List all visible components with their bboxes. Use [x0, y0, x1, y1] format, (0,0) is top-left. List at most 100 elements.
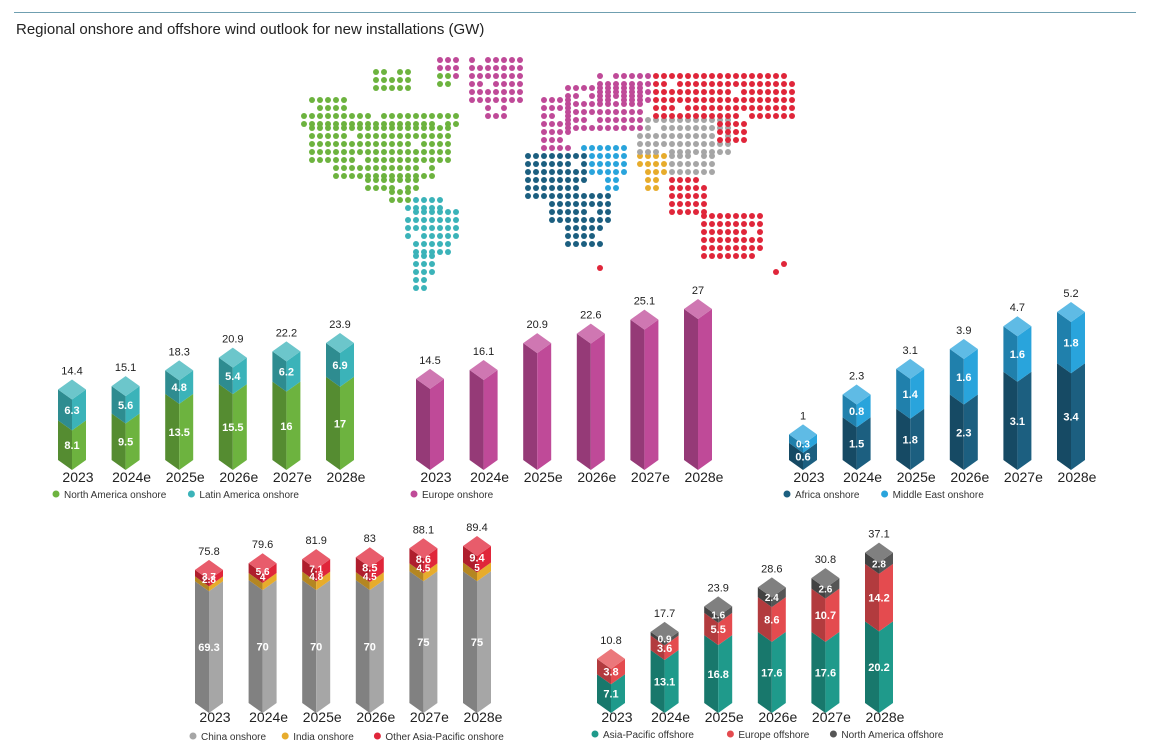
map-dot	[373, 69, 379, 75]
map-dot	[381, 113, 387, 119]
bar-top-face	[811, 568, 840, 589]
bar-right-face	[803, 442, 817, 470]
map-dot	[421, 209, 427, 215]
bar-right-face	[179, 393, 194, 470]
bar-segment	[1003, 371, 1032, 470]
bar-top-face	[111, 376, 140, 397]
map-dot	[397, 197, 403, 203]
bar-right-face	[286, 351, 301, 392]
map-dot	[709, 141, 715, 147]
segment-value-label: 8.1	[64, 440, 79, 452]
bar-left-face	[576, 333, 591, 470]
map-dot	[373, 149, 379, 155]
map-dot	[429, 261, 435, 267]
map-dot	[429, 149, 435, 155]
total-value-label: 79.6	[252, 539, 273, 551]
map-dot	[429, 241, 435, 247]
segment-value-label: 0.8	[849, 406, 864, 418]
bar-top-face	[463, 536, 491, 556]
bar-top-face	[597, 648, 625, 669]
legend-swatch	[881, 490, 889, 498]
bar-segment	[523, 343, 552, 470]
map-dot	[757, 81, 763, 87]
bar-top-face	[650, 621, 679, 642]
bar-segment	[1003, 326, 1032, 382]
map-dot	[573, 185, 579, 191]
map-dot	[685, 201, 691, 207]
stacked-bar: 70 4.87.1 81.9	[302, 535, 331, 713]
category-label: 2025e	[303, 709, 342, 725]
category-label: 2027e	[1004, 469, 1043, 485]
legend-label: China onshore	[201, 732, 266, 743]
map-dot	[501, 65, 507, 71]
legend-swatch	[187, 490, 195, 498]
bar-right-face	[698, 309, 712, 470]
bar-left-face	[58, 420, 72, 470]
map-dot	[557, 185, 563, 191]
map-dot	[741, 129, 747, 135]
bar-right-face	[483, 369, 498, 470]
map-dot	[525, 169, 531, 175]
map-dot	[357, 113, 363, 119]
map-dot	[349, 125, 355, 131]
map-dot	[581, 209, 587, 215]
category-label: 2025e	[705, 709, 744, 725]
map-dot	[557, 121, 563, 127]
segment-value-label: 8.5	[362, 563, 377, 575]
map-dot	[333, 165, 339, 171]
map-dot	[629, 89, 635, 95]
total-value-label: 20.9	[526, 319, 547, 331]
bar-left-face	[416, 378, 430, 470]
stacked-bar: 17.6 8.6 2.4 28.6	[757, 563, 786, 713]
map-dot	[677, 141, 683, 147]
map-dot	[581, 101, 587, 107]
bar-segment	[597, 658, 625, 685]
bar-segment	[949, 349, 978, 405]
bar-right-face	[611, 674, 625, 713]
map-dot	[429, 209, 435, 215]
segment-value-label: 3.7	[202, 572, 216, 583]
stacked-bar: 8.1 6.3 14.4	[58, 366, 86, 470]
map-dot	[421, 269, 427, 275]
map-dot	[629, 109, 635, 115]
bar-top-face	[165, 360, 194, 381]
map-dot	[765, 73, 771, 79]
map-dot	[789, 105, 795, 111]
stacked-bar: 75 59.4 89.4	[463, 522, 491, 713]
panel-europe-onshore: 14.5 2023 16.1 2024e 20.9 2025e 22.6 2026e 25.1 2…	[410, 285, 724, 501]
map-dot	[597, 73, 603, 79]
bar-left-face	[463, 546, 477, 573]
bar-right-face	[232, 384, 247, 470]
bar-left-face	[684, 309, 698, 470]
total-value-label: 23.9	[329, 319, 350, 331]
bar-right-face	[879, 621, 893, 713]
map-dot	[493, 89, 499, 95]
map-dot	[565, 153, 571, 159]
map-dot	[669, 125, 675, 131]
bar-right-face	[803, 434, 817, 453]
total-value-label: 2.3	[849, 371, 864, 383]
map-dot	[429, 233, 435, 239]
map-dot	[701, 221, 707, 227]
stacked-bar: 1.5 0.8 2.3	[842, 371, 871, 470]
bar-left-face	[355, 580, 370, 713]
map-dot	[653, 73, 659, 79]
bar-segment	[195, 569, 223, 587]
map-dot	[581, 85, 587, 91]
legend: Asia-Pacific offshore Europe offshore Nort…	[591, 730, 944, 741]
bar-left-face	[272, 351, 287, 392]
category-label: 2024e	[470, 469, 509, 485]
map-dot	[589, 225, 595, 231]
map-dot	[365, 165, 371, 171]
map-dot	[709, 73, 715, 79]
map-dot	[445, 57, 451, 63]
map-dot	[437, 113, 443, 119]
bar-right-face	[1017, 371, 1032, 470]
map-dot	[605, 193, 611, 199]
map-dot	[685, 81, 691, 87]
bar-right-face	[369, 557, 384, 583]
map-dot	[717, 237, 723, 243]
map-dot	[541, 161, 547, 167]
bar-right-face	[910, 408, 925, 470]
